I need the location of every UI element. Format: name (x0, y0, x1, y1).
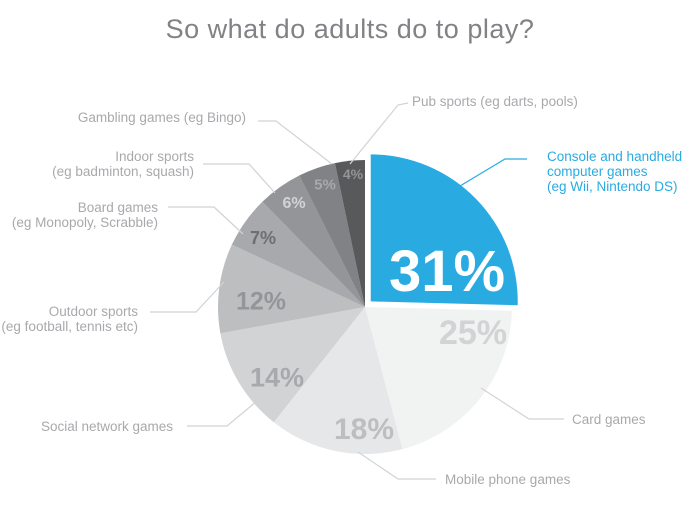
pie-slice-card-games (365, 307, 512, 450)
slice-label-indoor-sports: Indoor sports (eg badminton, squash) (52, 149, 194, 179)
slice-label-line: (eg badminton, squash) (52, 164, 194, 179)
slice-label-console-handheld-games: Console and handheld computer games (eg Wi… (547, 149, 682, 194)
leader-line-indoor-sports (203, 163, 276, 194)
slice-value-outdoor-sports: 12% (235, 287, 287, 316)
slice-value-card-games: 25% (438, 314, 508, 352)
slice-value-social-network-games: 14% (249, 362, 305, 393)
slice-label-line: Indoor sports (115, 149, 194, 164)
leader-line-gambling-games (258, 120, 333, 165)
slice-label-line: Console and handheld (547, 149, 683, 164)
pie-slice-board-games (231, 201, 365, 307)
slice-label-social-network-games: Social network games (41, 419, 173, 434)
pie-slice-social-network-games (220, 307, 365, 423)
chart-title: So what do adults do to play? (165, 14, 535, 44)
slice-value-board-games: 7% (249, 228, 277, 248)
slice-label-gambling-games: Gambling games (eg Bingo) (78, 110, 246, 125)
pie-slice-outdoor-sports (217, 244, 365, 334)
slice-value-gambling-games: 5% (314, 176, 336, 194)
pie-slice-console-handheld-games (370, 154, 518, 306)
slice-label-line: (eg football, tennis etc) (1, 319, 138, 334)
leader-line-social-network-games (187, 400, 258, 427)
slice-label-line: (eg Monopoly, Scrabble) (11, 215, 158, 230)
slice-label-line: Mobile phone games (445, 472, 571, 487)
slice-label-line: Board games (77, 200, 158, 215)
pie-slice-gambling-games (299, 163, 365, 307)
leader-line-pub-sports (349, 102, 409, 165)
slice-label-card-games: Card games (572, 412, 646, 427)
slice-value-indoor-sports: 6% (282, 195, 306, 212)
slice-label-line: Gambling games (eg Bingo) (77, 110, 246, 125)
pie-slice-mobile-phone-games (273, 307, 403, 454)
slice-label-board-games: Board games (eg Monopoly, Scrabble) (12, 200, 158, 230)
slice-value-pub-sports: 4% (342, 166, 364, 182)
slice-label-mobile-phone-games: Mobile phone games (445, 472, 570, 487)
slice-label-line: Outdoor sports (48, 304, 138, 319)
slice-label-outdoor-sports: Outdoor sports (eg football, tennis etc) (1, 304, 138, 334)
slice-value-console-handheld-games: 31% (388, 239, 506, 304)
slice-label-line: computer games (547, 164, 648, 179)
slice-label-line: Card games (572, 412, 646, 427)
slice-label-line: Pub sports (eg darts, pools) (412, 94, 578, 109)
leader-line-card-games (480, 387, 564, 420)
leader-line-outdoor-sports (150, 281, 225, 313)
leader-line-console-handheld-games (459, 158, 527, 187)
pie-slice-pub-sports (334, 160, 365, 307)
leader-line-board-games (168, 206, 244, 235)
slice-label-line: Social network games (40, 419, 173, 434)
pie-slice-indoor-sports (262, 175, 365, 307)
leader-line-mobile-phone-games (357, 451, 436, 480)
slice-label-line: (eg Wii, Nintendo DS) (547, 179, 678, 194)
slice-value-mobile-phone-games: 18% (333, 413, 395, 446)
slice-label-pub-sports: Pub sports (eg darts, pools) (412, 94, 578, 109)
